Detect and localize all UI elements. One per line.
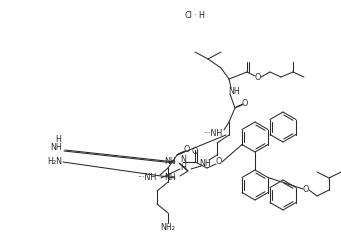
Text: ···NH: ···NH (137, 174, 156, 183)
Text: O: O (184, 146, 190, 155)
Text: ·: · (193, 11, 195, 21)
Text: NH: NH (199, 158, 211, 167)
Text: O: O (242, 98, 248, 107)
Text: ···NH: ···NH (203, 128, 222, 137)
Text: NH: NH (164, 174, 176, 183)
Text: H: H (180, 163, 186, 173)
Text: NH: NH (164, 157, 176, 166)
Text: N: N (180, 155, 186, 164)
Text: H: H (55, 135, 61, 145)
Text: H₂N: H₂N (47, 157, 62, 166)
Text: O: O (216, 157, 222, 166)
Text: O: O (192, 148, 198, 156)
Text: NH: NH (50, 144, 62, 153)
Text: O: O (255, 72, 261, 82)
Text: H: H (198, 11, 204, 21)
Text: NH₂: NH₂ (161, 222, 176, 231)
Text: Cl: Cl (184, 11, 192, 21)
Text: NH: NH (228, 87, 240, 95)
Text: O: O (303, 186, 309, 194)
